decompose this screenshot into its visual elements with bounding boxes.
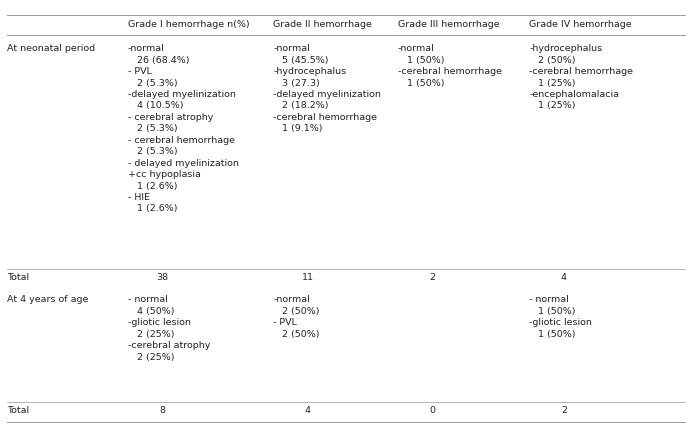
Text: -normal
   5 (45.5%)
-hydrocephalus
   3 (27.3)
-delayed myelinization
   2 (18.: -normal 5 (45.5%) -hydrocephalus 3 (27.3… [273, 44, 381, 133]
Text: 4: 4 [561, 273, 567, 281]
Text: Total: Total [7, 406, 29, 414]
Text: - normal
   4 (50%)
-gliotic lesion
   2 (25%)
-cerebral atrophy
   2 (25%): - normal 4 (50%) -gliotic lesion 2 (25%)… [128, 295, 210, 362]
Text: 4: 4 [305, 406, 311, 414]
Text: At 4 years of age: At 4 years of age [7, 295, 89, 304]
Text: Total: Total [7, 273, 29, 281]
Text: Grade II hemorrhage: Grade II hemorrhage [273, 20, 372, 29]
Text: 2: 2 [430, 273, 435, 281]
Text: -hydrocephalus
   2 (50%)
-cerebral hemorrhage
   1 (25%)
-encephalomalacia
   1: -hydrocephalus 2 (50%) -cerebral hemorrh… [529, 44, 633, 110]
Text: At neonatal period: At neonatal period [7, 44, 95, 53]
Text: -normal
   1 (50%)
-cerebral hemorrhage
   1 (50%): -normal 1 (50%) -cerebral hemorrhage 1 (… [398, 44, 502, 87]
Text: -normal
   26 (68.4%)
- PVL
   2 (5.3%)
-delayed myelinization
   4 (10.5%)
- ce: -normal 26 (68.4%) - PVL 2 (5.3%) -delay… [128, 44, 239, 213]
Text: 11: 11 [302, 273, 314, 281]
Text: Grade IV hemorrhage: Grade IV hemorrhage [529, 20, 632, 29]
Text: - normal
   1 (50%)
-gliotic lesion
   1 (50%): - normal 1 (50%) -gliotic lesion 1 (50%) [529, 295, 592, 339]
Text: 2: 2 [561, 406, 567, 414]
Text: 38: 38 [156, 273, 169, 281]
Text: 8: 8 [160, 406, 165, 414]
Text: -normal
   2 (50%)
- PVL
   2 (50%): -normal 2 (50%) - PVL 2 (50%) [273, 295, 320, 339]
Text: Grade I hemorrhage n(%): Grade I hemorrhage n(%) [128, 20, 250, 29]
Text: 0: 0 [430, 406, 435, 414]
Text: Grade III hemorrhage: Grade III hemorrhage [398, 20, 500, 29]
